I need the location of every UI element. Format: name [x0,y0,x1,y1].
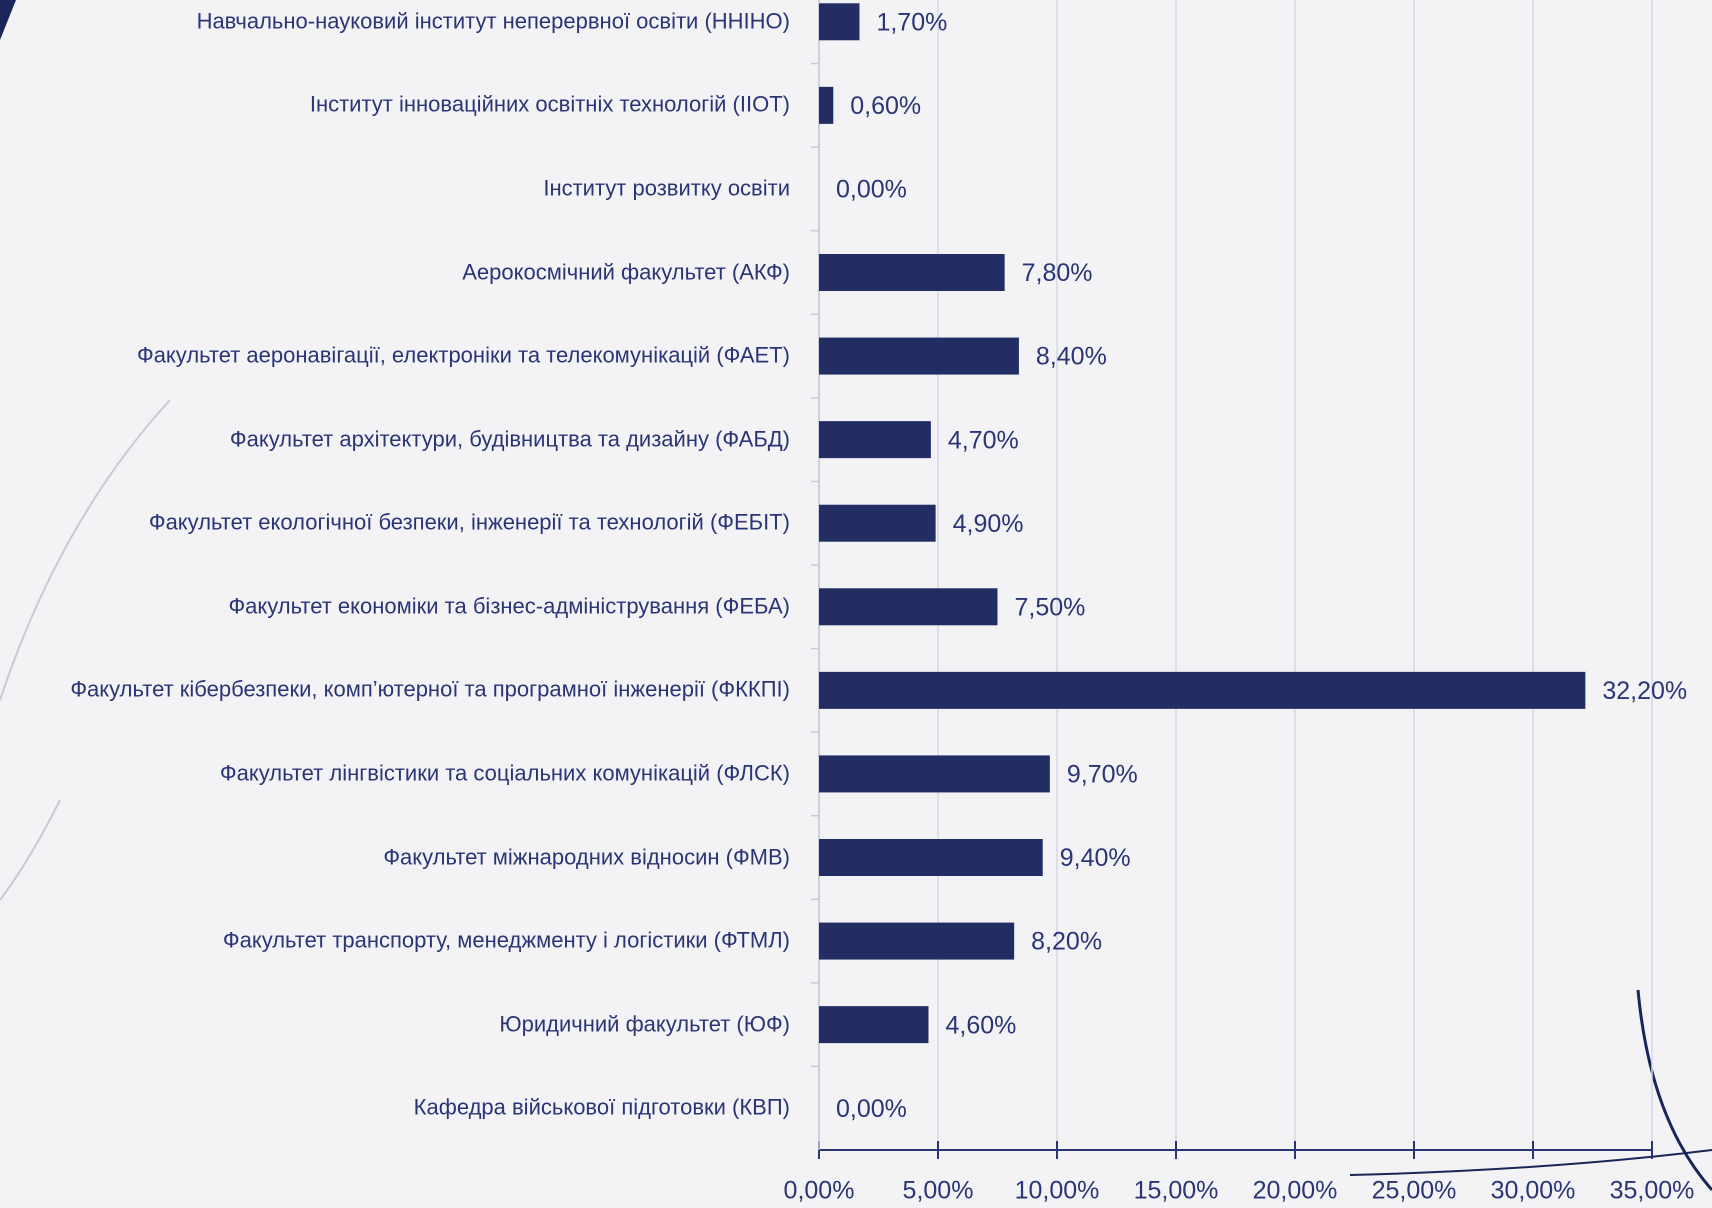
x-tick-label: 15,00% [1134,1177,1219,1205]
category-label-box: Факультет архітектури, будівництва та ди… [0,424,790,455]
x-tick-label: 20,00% [1253,1177,1338,1205]
category-label: Інститут розвитку освіти [543,175,790,201]
value-label: 0,00% [836,176,907,204]
category-label: Факультет екологічної безпеки, інженерії… [148,509,790,535]
bar [819,86,834,124]
category-label-box: Навчально-науковий інститут неперервної … [0,6,790,37]
category-label: Факультет лінгвістики та соціальних кому… [219,760,790,786]
category-label-box: Факультет аеронавігації, електроніки та … [0,341,790,372]
x-tick-label: 35,00% [1610,1177,1695,1205]
bar [819,671,1586,709]
category-label: Факультет транспорту, менеджменту і логі… [222,927,790,953]
value-label: 32,20% [1602,677,1687,705]
decoration [0,0,16,40]
category-label: Факультет архітектури, будівництва та ди… [229,426,790,452]
x-tick-label: 10,00% [1015,1177,1100,1205]
x-tick-label: 0,00% [784,1177,855,1205]
decoration [1349,1149,1712,1176]
category-label: Кафедра військової підготовки (КВП) [413,1094,790,1120]
category-label-box: Юридичний факультет (ЮФ) [0,1009,790,1040]
x-tick-label: 30,00% [1491,1177,1576,1205]
category-label: Факультет міжнародних відносин (ФМВ) [383,844,790,870]
category-label: Факультет кібербезпеки, комп’ютерної та … [70,676,790,702]
category-label: Аерокосмічний факультет (АКФ) [462,259,790,285]
value-label: 8,40% [1036,343,1107,371]
bar [819,839,1043,876]
value-label: 4,60% [945,1011,1016,1039]
value-label: 4,70% [948,426,1019,454]
bar [819,755,1050,793]
decoration [0,799,61,901]
bar [819,1006,929,1044]
bar [819,254,1005,291]
value-label: 4,90% [953,510,1024,538]
value-label: 1,70% [876,8,947,36]
category-label-box: Аерокосмічний факультет (АКФ) [0,257,790,288]
value-label: 7,50% [1015,593,1086,621]
category-label-box: Факультет кібербезпеки, комп’ютерної та … [0,675,790,706]
category-label-box: Кафедра військової підготовки (КВП) [0,1093,790,1124]
x-tick-label: 5,00% [903,1177,974,1205]
category-label-box: Інститут розвитку освіти [0,174,790,205]
category-label-box: Факультет міжнародних відносин (ФМВ) [0,842,790,873]
category-label: Інститут інноваційних освітніх технологі… [309,91,790,117]
bar [819,504,936,542]
category-label: Факультет аеронавігації, електроніки та … [136,342,790,368]
bar [819,337,1019,375]
bar [819,3,860,41]
category-label-box: Факультет екологічної безпеки, інженерії… [0,508,790,539]
value-label: 0,60% [850,92,921,120]
value-label: 9,70% [1067,761,1138,789]
value-label: 9,40% [1060,844,1131,872]
value-label: 7,80% [1022,259,1093,287]
category-label-box: Факультет економіки та бізнес-адміністру… [0,591,790,622]
bar [819,421,931,459]
value-label: 0,00% [836,1095,907,1123]
x-tick-label: 25,00% [1372,1177,1457,1205]
category-label: Юридичний факультет (ЮФ) [499,1011,790,1037]
bar [819,922,1015,960]
decoration [1636,989,1712,1191]
value-label: 8,20% [1031,928,1102,956]
category-label: Навчально-науковий інститут неперервної … [196,8,790,34]
category-label-box: Факультет лінгвістики та соціальних кому… [0,759,790,790]
category-label-box: Факультет транспорту, менеджменту і логі… [0,926,790,957]
category-label: Факультет економіки та бізнес-адміністру… [228,593,790,619]
category-label-box: Інститут інноваційних освітніх технологі… [0,90,790,121]
decoration [0,399,171,701]
bar [819,588,998,626]
